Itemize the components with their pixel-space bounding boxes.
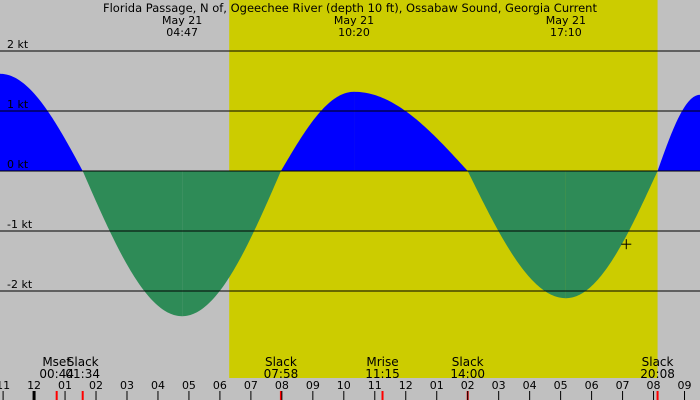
event-label: Slack <box>452 355 484 369</box>
x-tick-label: 12 <box>399 379 413 392</box>
hour-tick <box>219 391 221 400</box>
x-tick-label: 11 <box>368 379 382 392</box>
x-tick-label: 06 <box>213 379 227 392</box>
event-label: Slack <box>265 355 297 369</box>
hour-tick <box>560 391 562 400</box>
hour-tick <box>343 391 345 400</box>
hour-tick <box>188 391 190 400</box>
event-labels: Mset00:44Slack01:34Slack07:58Mrise11:15S… <box>39 355 675 400</box>
hour-tick <box>684 391 686 400</box>
x-tick-label: 01 <box>430 379 444 392</box>
ebb-current-area <box>565 171 658 299</box>
y-tick-label: 1 kt <box>7 98 29 111</box>
event-time-label: 14:00 <box>450 367 485 381</box>
y-axis-labels: 2 kt 1 kt 0 kt -1 kt -2 kt <box>7 38 33 291</box>
x-tick-label: 02 <box>461 379 475 392</box>
event-time-label: 20:08 <box>640 367 675 381</box>
x-tick-label: 11 <box>0 379 10 392</box>
event-label: Slack <box>67 355 99 369</box>
chart-title: Florida Passage, N of, Ogeechee River (d… <box>103 1 597 15</box>
x-tick-label: 04 <box>523 379 537 392</box>
event-tick <box>279 391 282 400</box>
event-tick <box>381 391 384 400</box>
peak-date-label: May 21 <box>334 14 374 27</box>
x-tick-label: 09 <box>306 379 320 392</box>
x-tick-label: 12 <box>27 379 41 392</box>
peak-time-label: 10:20 <box>338 26 370 39</box>
peak-time-label: 17:10 <box>550 26 582 39</box>
peak-time-label: 04:47 <box>166 26 198 39</box>
flood-current-area <box>354 91 468 171</box>
midnight-tick <box>32 391 36 400</box>
x-tick-label: 03 <box>492 379 506 392</box>
event-label: Slack <box>642 355 674 369</box>
hour-tick <box>467 391 469 400</box>
hour-tick <box>529 391 531 400</box>
x-tick-label: 02 <box>89 379 103 392</box>
hour-tick <box>405 391 407 400</box>
event-label: Mset <box>42 355 71 369</box>
x-tick-label: 03 <box>120 379 134 392</box>
event-label: Mrise <box>366 355 398 369</box>
event-tick <box>55 391 58 400</box>
x-tick-label: 05 <box>554 379 568 392</box>
event-time-label: 07:58 <box>264 367 299 381</box>
hour-tick <box>2 391 4 400</box>
flood-current-area <box>280 91 355 171</box>
event-time-label: 00:44 <box>39 367 74 381</box>
x-tick-label: 01 <box>58 379 72 392</box>
x-tick-label: 07 <box>616 379 630 392</box>
event-tick <box>81 391 84 400</box>
hour-tick <box>622 391 624 400</box>
hour-tick <box>653 391 655 400</box>
current-area-layer <box>0 73 700 317</box>
hour-tick <box>64 391 66 400</box>
x-tick-label: 08 <box>647 379 661 392</box>
y-tick-label: 2 kt <box>7 38 29 51</box>
event-time-label: 01:34 <box>65 367 100 381</box>
x-tick-label: 07 <box>244 379 258 392</box>
hour-tick <box>281 391 283 400</box>
x-axis-ticks: 11 12 01 02 03 04 05 06 07 08 09 10 11 12 01 02 03 04 05 06… <box>0 239 692 400</box>
x-tick-label: 06 <box>585 379 599 392</box>
y-tick-label: -1 kt <box>7 218 33 231</box>
ebb-current-area <box>82 171 183 317</box>
hour-tick <box>436 391 438 400</box>
hour-tick <box>374 391 376 400</box>
ebb-current-area <box>182 171 281 317</box>
flood-current-area <box>657 94 700 171</box>
x-tick-label: 05 <box>182 379 196 392</box>
x-tick-label: 04 <box>151 379 165 392</box>
x-tick-label: 09 <box>678 379 692 392</box>
flood-current-area <box>0 73 83 171</box>
y-tick-label: 0 kt <box>7 158 29 171</box>
hour-tick <box>157 391 159 400</box>
hour-tick <box>126 391 128 400</box>
x-tick-label: 10 <box>337 379 351 392</box>
hour-tick <box>95 391 97 400</box>
peak-date-label: May 21 <box>546 14 586 27</box>
x-tick-label: 08 <box>275 379 289 392</box>
hour-tick <box>591 391 593 400</box>
gridline-layer <box>0 50 700 292</box>
event-tick <box>656 391 659 400</box>
ebb-current-area <box>467 171 566 299</box>
hour-tick <box>312 391 314 400</box>
hour-tick <box>250 391 252 400</box>
peak-date-label: May 21 <box>162 14 202 27</box>
event-time-label: 11:15 <box>365 367 400 381</box>
y-tick-label: -2 kt <box>7 278 33 291</box>
hour-tick <box>498 391 500 400</box>
